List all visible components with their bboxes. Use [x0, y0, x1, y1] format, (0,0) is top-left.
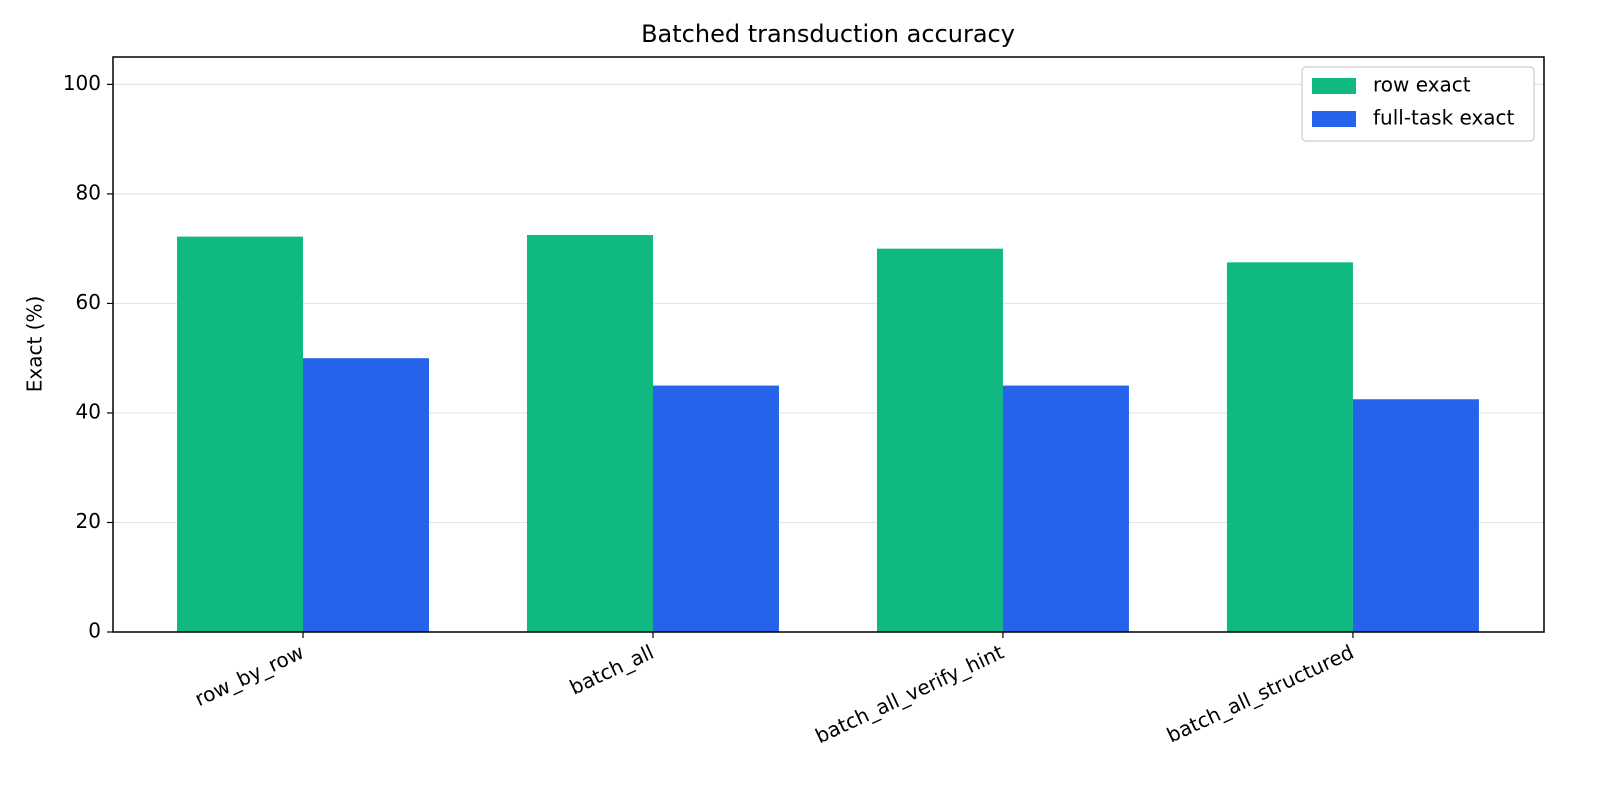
x-tick-label: batch_all: [566, 640, 658, 700]
legend: row exact full-task exact: [1301, 66, 1535, 142]
y-tick-label: 80: [76, 180, 101, 204]
y-tick-label: 100: [63, 71, 101, 95]
y-axis-label: Exact (%): [23, 296, 47, 393]
y-tick-label: 20: [76, 509, 101, 533]
x-tick-label: batch_all_structured: [1163, 640, 1357, 748]
bar: [876, 248, 1003, 632]
x-tick-label: row_by_row: [191, 640, 307, 711]
bar: [1352, 399, 1479, 632]
legend-label: full-task exact: [1373, 106, 1515, 130]
y-tick-label: 60: [76, 290, 101, 314]
bar: [177, 236, 303, 632]
legend-swatch: [1312, 78, 1356, 94]
y-tick-label: 40: [76, 399, 101, 423]
bar: [1002, 385, 1129, 632]
legend-swatch: [1312, 111, 1356, 127]
y-tick-label: 0: [88, 619, 101, 643]
chart-title: Batched transduction accuracy: [641, 20, 1015, 48]
legend-frame: [1301, 66, 1535, 142]
x-tick-label: batch_all_verify_hint: [811, 640, 1007, 748]
bar: [652, 385, 779, 632]
legend-label: row exact: [1373, 73, 1471, 97]
bar: [1226, 262, 1353, 632]
plot-frame: [112, 56, 1545, 633]
bar: [526, 234, 653, 632]
bar: [303, 358, 429, 632]
